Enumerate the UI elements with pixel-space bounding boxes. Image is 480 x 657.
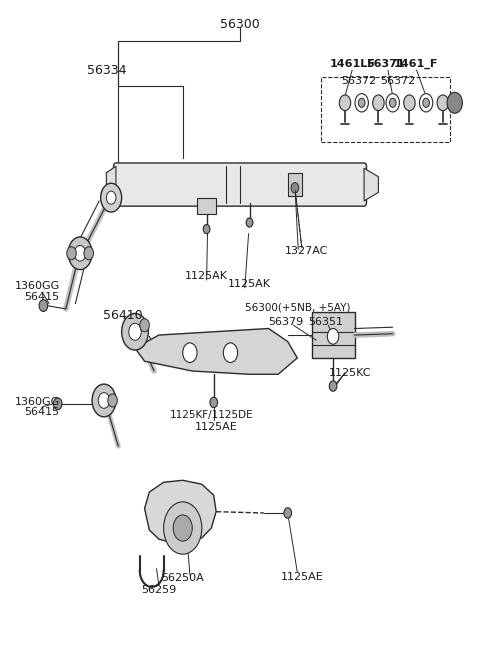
FancyBboxPatch shape [114, 163, 366, 206]
Circle shape [101, 183, 121, 212]
Bar [321, 77, 450, 142]
Circle shape [327, 328, 339, 344]
Circle shape [447, 93, 462, 113]
Circle shape [223, 343, 238, 363]
Circle shape [107, 191, 116, 204]
Circle shape [372, 95, 384, 110]
Circle shape [355, 94, 368, 112]
Text: 56259: 56259 [141, 585, 177, 595]
Circle shape [129, 323, 141, 340]
Text: 1125KF/1125DE: 1125KF/1125DE [169, 410, 253, 420]
Circle shape [386, 94, 399, 112]
Text: 56379: 56379 [268, 317, 303, 327]
Circle shape [339, 95, 351, 110]
Text: 1125AK: 1125AK [185, 271, 228, 281]
Circle shape [404, 95, 415, 110]
Circle shape [92, 384, 116, 417]
Circle shape [140, 319, 149, 332]
Polygon shape [364, 168, 378, 201]
Circle shape [121, 313, 148, 350]
Circle shape [108, 394, 117, 407]
Circle shape [359, 98, 365, 107]
Circle shape [173, 515, 192, 541]
Text: 1125AE: 1125AE [281, 572, 324, 582]
Text: 1125AK: 1125AK [228, 279, 271, 289]
Circle shape [437, 95, 448, 110]
Circle shape [84, 247, 94, 260]
Polygon shape [144, 480, 216, 543]
Circle shape [291, 183, 299, 193]
Text: 56415: 56415 [24, 292, 60, 302]
Circle shape [53, 398, 62, 409]
Text: 56372: 56372 [380, 76, 415, 86]
Circle shape [246, 218, 253, 227]
Text: 56372: 56372 [342, 76, 377, 86]
Text: 1125KC: 1125KC [328, 368, 371, 378]
Circle shape [68, 237, 92, 269]
Text: 1461LF: 1461LF [329, 58, 375, 68]
Circle shape [183, 343, 197, 363]
Circle shape [210, 397, 217, 407]
Text: 1461_F: 1461_F [394, 58, 438, 69]
Text: 1360GG: 1360GG [14, 281, 60, 291]
Text: 56300: 56300 [220, 18, 260, 31]
Text: 56351: 56351 [309, 317, 343, 327]
Polygon shape [107, 166, 116, 203]
Circle shape [98, 393, 110, 408]
Circle shape [389, 98, 396, 107]
Circle shape [39, 300, 48, 311]
Text: 56410: 56410 [103, 309, 143, 322]
Circle shape [203, 225, 210, 234]
Text: 1125AE: 1125AE [195, 422, 238, 432]
Text: 1327AC: 1327AC [285, 246, 328, 256]
Bar [197, 198, 216, 214]
Circle shape [420, 94, 433, 112]
Bar [312, 312, 355, 358]
Text: 1360GG: 1360GG [14, 397, 60, 407]
Circle shape [67, 247, 76, 260]
Circle shape [284, 508, 291, 518]
Text: 56250A: 56250A [161, 574, 204, 583]
Circle shape [329, 381, 337, 392]
Text: 56300(+5NB, +5AY): 56300(+5NB, +5AY) [244, 303, 350, 313]
Text: 56371: 56371 [366, 58, 405, 68]
Text: 56415: 56415 [24, 407, 60, 417]
Bar [288, 173, 302, 196]
Circle shape [74, 246, 86, 261]
Circle shape [164, 502, 202, 555]
Circle shape [423, 98, 430, 107]
Text: 56334: 56334 [86, 64, 126, 77]
Polygon shape [135, 328, 297, 374]
